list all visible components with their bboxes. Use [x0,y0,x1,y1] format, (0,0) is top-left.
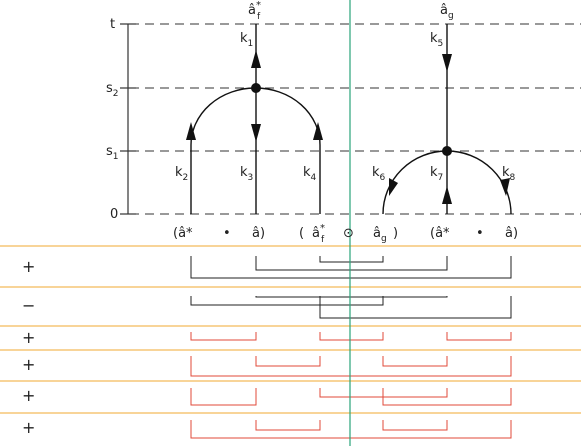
bracket [382,356,448,367]
operator: â* f [312,223,325,245]
operator-label-base: â [248,3,256,18]
bracket [319,296,512,319]
operator: ) [393,226,398,241]
bracket [255,420,321,431]
operator: â) [252,226,265,241]
momentum-label-sub: 5 [438,39,444,49]
momentum-label-base: k [372,165,380,180]
propagators [190,24,512,215]
operator-label-sup: * [256,0,261,11]
momentum-label-base: k [240,165,248,180]
momentum-label-base: k [175,165,183,180]
momentum-label: k5 [430,31,443,49]
operator-sup: * [320,223,325,234]
contractions [190,256,512,439]
momentum-label-sub: 4 [311,173,317,183]
operator-sub: g [381,234,387,244]
bracket [319,332,384,341]
arrows [186,50,510,204]
operator: ⊙ [343,226,354,241]
operator-label-sub: g [448,11,454,21]
row-separators [0,245,581,414]
momentum-label-base: k [430,165,438,180]
operator: • [476,226,484,241]
operator: âg [373,226,387,244]
momentum-label-sub: 3 [248,173,254,183]
operator-label-sub: f [257,12,261,22]
momentum-label: k4 [303,165,317,183]
time-levels [130,23,581,215]
momentum-label-base: k [240,31,248,46]
momentum-label-sub: 1 [248,39,254,49]
operator-label: âg [440,3,454,21]
operator: â) [505,226,518,241]
momentum-label: k8 [502,165,516,183]
axis-label: t [110,17,115,32]
axis-label-sub: 2 [113,89,119,99]
operator: ( [299,226,304,241]
sign: + [22,328,35,347]
bracket [255,256,448,271]
bracket [190,420,512,439]
axis-label: s2 [106,81,119,99]
momentum-label-sub: 8 [510,173,516,183]
momentum-label: k3 [240,165,253,183]
sign: + [22,355,35,374]
operator: (â* [173,226,193,241]
axis-label: 0 [110,207,118,222]
momentum-label-base: k [502,165,510,180]
sign: + [22,386,35,405]
momentum-label: k6 [372,165,386,183]
momentum-label-sub: 7 [438,173,444,183]
momentum-label: k2 [175,165,188,183]
operator-label: â* f [248,0,261,22]
operator-label-base: â [440,3,448,18]
momentum-label-base: k [430,31,438,46]
bracket [319,256,384,263]
sign: + [22,257,35,276]
momentum-label-base: k [303,165,311,180]
momentum-label-sub: 2 [183,173,189,183]
momentum-label-sub: 6 [380,173,386,183]
bracket [190,332,257,341]
operator-sub: f [321,235,325,245]
axis-label-base: s [106,81,113,96]
bracket [255,356,321,367]
axis-label-sub: 1 [113,152,119,162]
bracket [382,420,448,431]
bracket [190,388,257,406]
bracket [319,388,448,398]
momentum-label: k1 [240,31,253,49]
time-axis [120,23,136,215]
sign: + [22,418,35,437]
operator: (â* [430,226,450,241]
momentum-label: k7 [430,165,443,183]
bracket [446,332,512,341]
bracket [190,296,384,306]
bracket [190,256,512,279]
bracket [190,356,512,377]
operator: • [223,226,231,241]
operator-base: â [373,226,381,241]
sign: − [22,296,35,315]
axis-label-base: s [106,144,113,159]
bracket [255,296,448,298]
operator-base: â [312,226,320,241]
axis-label: s1 [106,144,119,162]
